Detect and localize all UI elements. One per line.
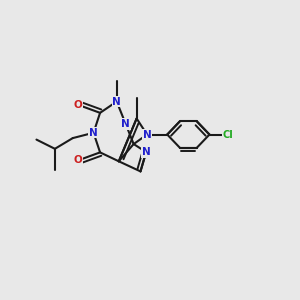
Text: Cl: Cl — [223, 130, 233, 140]
Text: N: N — [143, 130, 152, 140]
Text: O: O — [74, 155, 82, 165]
Text: N: N — [121, 119, 130, 129]
Text: N: N — [89, 128, 98, 138]
Text: N: N — [112, 97, 121, 106]
Text: N: N — [142, 147, 151, 157]
Text: O: O — [74, 100, 82, 110]
